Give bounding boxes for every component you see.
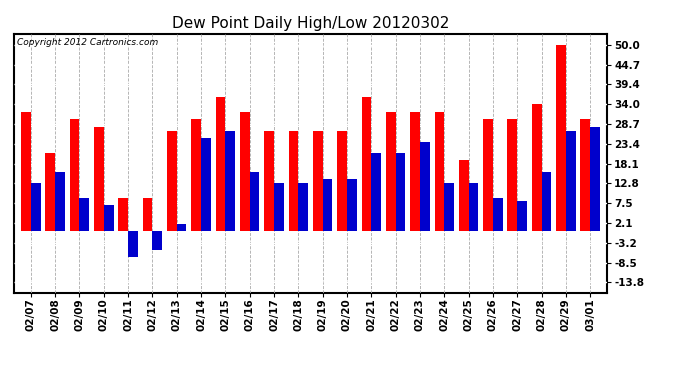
Bar — [288, 130, 298, 231]
Title: Dew Point Daily High/Low 20120302: Dew Point Daily High/Low 20120302 — [172, 16, 449, 31]
Bar — [31, 183, 41, 231]
Bar — [362, 97, 371, 231]
Bar — [518, 201, 527, 231]
Bar — [420, 142, 430, 231]
Bar — [313, 130, 323, 231]
Bar — [46, 153, 55, 231]
Bar — [240, 112, 250, 231]
Bar — [216, 97, 226, 231]
Bar — [152, 231, 162, 250]
Bar — [556, 45, 566, 231]
Bar — [347, 179, 357, 231]
Bar — [507, 119, 518, 231]
Bar — [201, 138, 210, 231]
Bar — [226, 130, 235, 231]
Bar — [580, 119, 590, 231]
Bar — [274, 183, 284, 231]
Bar — [70, 119, 79, 231]
Bar — [532, 105, 542, 231]
Bar — [250, 171, 259, 231]
Bar — [191, 119, 201, 231]
Bar — [55, 171, 65, 231]
Bar — [177, 224, 186, 231]
Bar — [459, 160, 469, 231]
Bar — [371, 153, 381, 231]
Bar — [21, 112, 31, 231]
Bar — [411, 112, 420, 231]
Bar — [167, 130, 177, 231]
Bar — [469, 183, 478, 231]
Bar — [119, 198, 128, 231]
Bar — [395, 153, 405, 231]
Bar — [104, 205, 114, 231]
Bar — [483, 119, 493, 231]
Bar — [264, 130, 274, 231]
Bar — [386, 112, 395, 231]
Bar — [566, 130, 575, 231]
Bar — [337, 130, 347, 231]
Bar — [79, 198, 89, 231]
Bar — [590, 127, 600, 231]
Bar — [94, 127, 104, 231]
Bar — [435, 112, 444, 231]
Bar — [323, 179, 333, 231]
Bar — [493, 198, 502, 231]
Text: Copyright 2012 Cartronics.com: Copyright 2012 Cartronics.com — [17, 38, 158, 46]
Bar — [298, 183, 308, 231]
Bar — [542, 171, 551, 231]
Bar — [128, 231, 138, 257]
Bar — [444, 183, 454, 231]
Bar — [143, 198, 152, 231]
